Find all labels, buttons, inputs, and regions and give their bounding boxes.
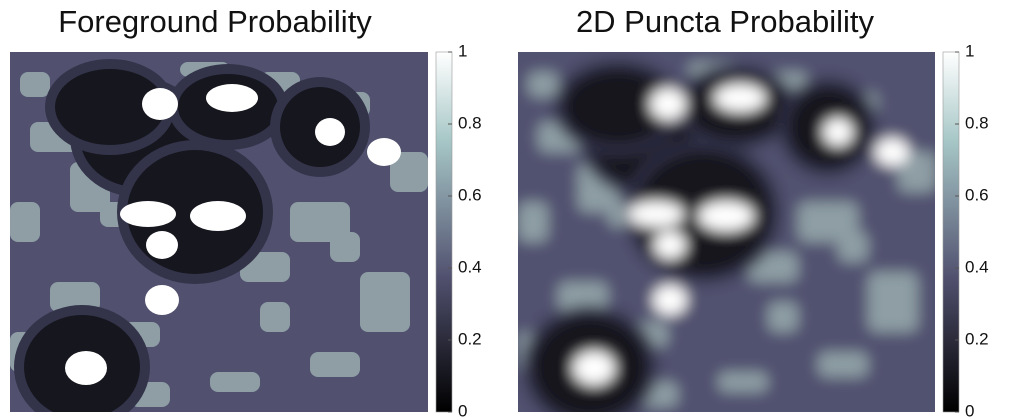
bright-spot bbox=[653, 285, 687, 315]
light-patch bbox=[558, 282, 608, 312]
light-patch bbox=[868, 272, 918, 332]
bright-spot bbox=[65, 351, 107, 385]
colorbar-tick-label: 0.8 bbox=[458, 113, 482, 132]
bright-spot bbox=[206, 84, 258, 112]
colorbar-tick-label: 0.6 bbox=[458, 185, 482, 204]
light-patch bbox=[768, 302, 798, 332]
bright-spot bbox=[146, 231, 178, 259]
heatmap-image bbox=[10, 52, 428, 412]
light-patch bbox=[360, 272, 410, 332]
light-patch bbox=[290, 202, 350, 242]
colorbar-tick-label: 0 bbox=[965, 401, 974, 419]
light-patch bbox=[798, 202, 858, 242]
bright-spot bbox=[698, 201, 754, 231]
bright-spot bbox=[573, 351, 615, 385]
heatmap-content bbox=[10, 52, 428, 412]
colorbar-tick-label: 1 bbox=[965, 41, 974, 60]
halo bbox=[563, 69, 673, 145]
light-patch bbox=[20, 72, 50, 97]
bright-spot bbox=[650, 88, 686, 120]
light-patch bbox=[50, 282, 100, 312]
colorbar bbox=[435, 51, 453, 413]
bright-spot bbox=[367, 138, 401, 166]
colorbar-tick-label: 0 bbox=[458, 401, 467, 419]
bright-spot bbox=[190, 201, 246, 231]
bright-spot bbox=[654, 231, 686, 259]
light-patch bbox=[898, 152, 935, 192]
light-patch bbox=[818, 352, 868, 377]
light-patch bbox=[210, 372, 260, 392]
light-patch bbox=[330, 232, 360, 262]
colorbar-tick-label: 1 bbox=[458, 41, 467, 60]
colorbar-tick-label: 0.4 bbox=[965, 257, 989, 276]
panel-title: Foreground Probability bbox=[58, 4, 372, 39]
halo bbox=[55, 69, 165, 145]
bright-spot bbox=[823, 118, 853, 146]
colorbar-tick-label: 0.4 bbox=[458, 257, 482, 276]
bright-spot bbox=[120, 201, 176, 227]
colorbar-tick-label: 0.2 bbox=[458, 329, 482, 348]
light-patch bbox=[718, 372, 768, 392]
bright-spot bbox=[875, 138, 909, 166]
heatmap-content bbox=[518, 52, 935, 412]
bright-spot bbox=[714, 84, 766, 112]
heatmap-image bbox=[518, 52, 935, 412]
panel-title: 2D Puncta Probability bbox=[576, 4, 875, 39]
light-patch bbox=[260, 302, 290, 332]
colorbar-tick-label: 0.6 bbox=[965, 185, 989, 204]
bright-spot bbox=[145, 285, 179, 315]
bright-spot bbox=[142, 88, 178, 120]
light-patch bbox=[310, 352, 360, 377]
bright-spot bbox=[315, 118, 345, 146]
light-patch bbox=[390, 152, 428, 192]
bright-spot bbox=[628, 201, 684, 227]
light-patch bbox=[10, 202, 40, 242]
colorbar-tick-label: 0.2 bbox=[965, 329, 989, 348]
colorbar bbox=[942, 51, 960, 413]
light-patch bbox=[528, 72, 558, 97]
light-patch bbox=[518, 202, 548, 242]
light-patch bbox=[838, 232, 868, 262]
colorbar-tick-label: 0.8 bbox=[965, 113, 989, 132]
